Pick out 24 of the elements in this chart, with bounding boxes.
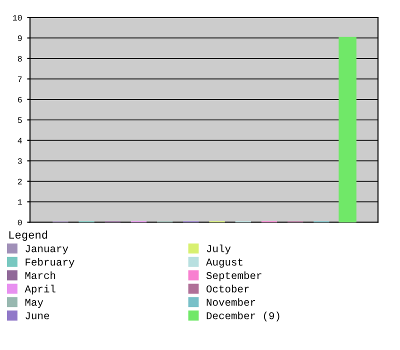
legend-label: January [26,245,68,254]
y-tick-label: 10 [12,14,22,21]
y-tick-label: 1 [18,199,22,205]
y-tick-label: 4 [18,138,22,144]
legend-label: April [24,284,56,295]
y-tick-label: 8 [18,56,22,62]
legend-label: December (9) [206,312,280,322]
y-tick-label: 7 [18,76,22,82]
legend-label: July [206,244,231,254]
legend-label: October [206,284,249,292]
y-tick-label: 3 [18,158,22,164]
y-tick-label: 9 [18,35,22,42]
y-tick-label: 6 [18,96,22,102]
legend-label: November [206,298,256,306]
legend-label: August [206,258,242,268]
legend-label: September [206,271,262,282]
legend-title: Legend [9,230,48,241]
legend-label: June [26,312,50,320]
legend-label: May [25,298,44,308]
legend-label: March [25,271,56,280]
y-tick-label: 0 [18,220,22,226]
y-tick-label: 2 [18,178,22,184]
legend-label: February [26,258,74,268]
y-tick-label: 5 [18,117,22,123]
